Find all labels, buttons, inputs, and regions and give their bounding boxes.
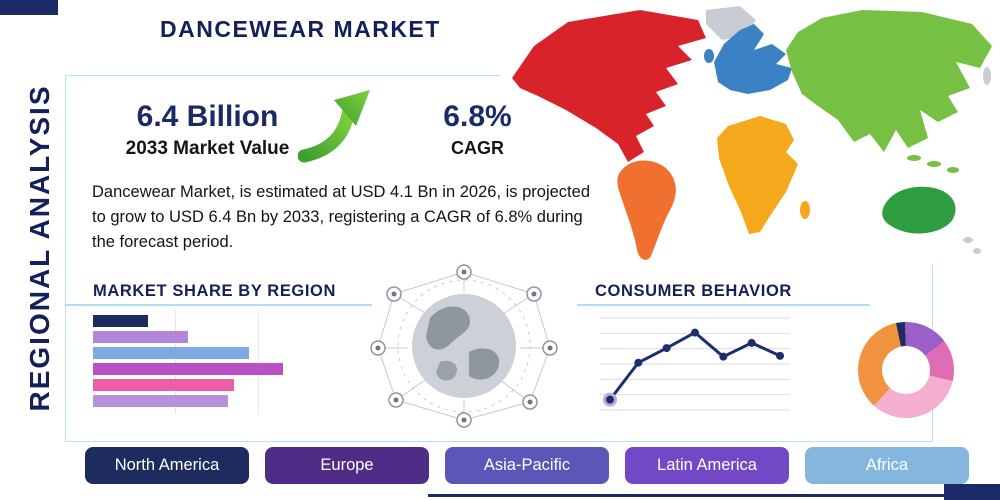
bottom-right-corner-decor [944,484,1000,500]
bar-segment-4 [93,363,283,375]
globe-sphere [412,294,516,398]
map-europe [714,24,792,94]
data-point-2 [634,358,643,367]
region-chip-africa: Africa [805,447,969,484]
donut-chart [858,322,954,418]
globe-network-graphic [370,264,558,428]
consumer-behavior-heading: CONSUMER BEHAVIOR [595,282,792,300]
data-point-1 [606,395,614,404]
consumer-behavior-line-chart [600,317,790,411]
map-indonesia-3 [947,167,959,173]
network-nodes [370,264,558,428]
world-map [500,0,1000,265]
market-share-heading: MARKET SHARE BY REGION [93,282,336,300]
region-chip-latin-america: Latin America [625,447,789,484]
region-chip-europe: Europe [265,447,429,484]
map-asia [786,10,992,152]
data-point-3 [662,344,671,353]
cagr-stat: 6.8% [443,100,512,133]
cagr-caption: CAGR [451,138,504,158]
section-underline-right [577,304,870,306]
data-point-7 [776,351,784,360]
map-uk [704,49,714,63]
map-africa [717,116,798,234]
bar-segment-3 [93,347,249,359]
map-japan [983,67,991,85]
bar-gridline [175,310,176,414]
map-new-zealand-1 [963,237,973,243]
data-point-4 [691,328,699,337]
map-north-america [512,10,706,162]
bar-segment-2 [93,331,188,343]
bar-segment-5 [93,379,234,391]
page-title: DANCEWEAR MARKET [160,16,441,42]
growth-arrow-icon [298,90,370,163]
bar-segment-6 [93,395,228,407]
bottom-edge-line-decor [428,494,1000,497]
side-vertical-label: REGIONAL ANALYSIS [24,84,55,412]
map-indonesia-2 [927,161,941,167]
region-chip-north-america: North America [85,447,249,484]
map-indonesia-1 [907,155,921,161]
donut-hole [882,346,930,394]
map-new-zealand-2 [973,248,981,254]
bar-gridline [258,310,259,414]
market-value-caption: 2033 Market Value [125,138,290,159]
region-chip-asia-pacific: Asia-Pacific [445,447,609,484]
map-madagascar [800,201,810,219]
data-point-5 [719,352,728,361]
top-left-corner-decor [0,0,58,15]
data-point-6 [747,338,756,347]
bar-segment-1 [93,315,148,327]
market-share-bars [93,310,293,415]
section-underline-left [65,304,372,306]
map-australia [882,186,956,234]
market-description: Dancewear Market, is estimated at USD 4.… [92,183,590,251]
market-value-stat: 6.4 Billion [136,100,279,133]
region-legend: North America Europe Asia-Pacific Latin Ame… [85,447,969,484]
map-south-america [617,160,676,260]
